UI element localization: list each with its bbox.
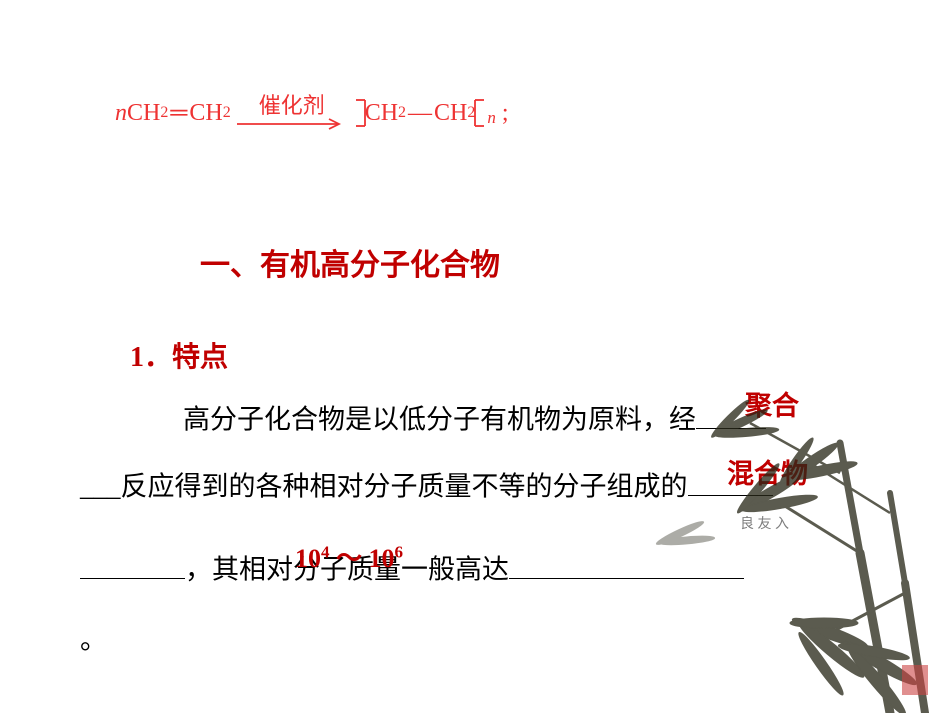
a3-exp1: 4 xyxy=(321,542,330,561)
product-ch2: CH xyxy=(434,100,467,127)
double-bond: ═ xyxy=(170,100,187,127)
sub-heading: 1．特点 xyxy=(130,335,228,375)
section-heading: 一、有机高分子化合物 xyxy=(200,240,500,284)
suffix-n: n xyxy=(487,108,496,128)
a3-mid: ～ xyxy=(330,544,369,573)
sub2c: 2 xyxy=(398,104,406,122)
a3-base1: 10 xyxy=(295,544,321,573)
eq-tail: ; xyxy=(502,100,509,127)
seal-stamp xyxy=(902,665,928,695)
bamboo-illustration: 良 友 入 xyxy=(530,353,950,713)
catalyst-label: 催化剂 xyxy=(259,95,325,117)
reactant-ch: CH xyxy=(127,100,160,127)
arrow-icon xyxy=(237,117,347,131)
blank-3 xyxy=(80,548,185,579)
reaction-arrow: 催化剂 xyxy=(237,95,347,131)
coeff-n: n xyxy=(115,100,127,127)
single-bond: — xyxy=(408,100,432,127)
a3-exp2: 6 xyxy=(395,542,404,561)
reactant-ch2: CH xyxy=(189,100,222,127)
svg-text:良 友 入: 良 友 入 xyxy=(740,516,789,532)
answer-3: 104 ～ 106 xyxy=(295,538,403,575)
sub2a: 2 xyxy=(160,104,168,122)
product-ch1: CH xyxy=(365,100,398,127)
chemical-equation: n CH2 ═ CH2 催化剂 CH2 — CH2 n ; xyxy=(115,95,509,131)
a3-base2: 10 xyxy=(369,544,395,573)
sub2b: 2 xyxy=(223,104,231,122)
period: 。 xyxy=(80,618,107,657)
bracket-close-icon xyxy=(473,96,487,130)
